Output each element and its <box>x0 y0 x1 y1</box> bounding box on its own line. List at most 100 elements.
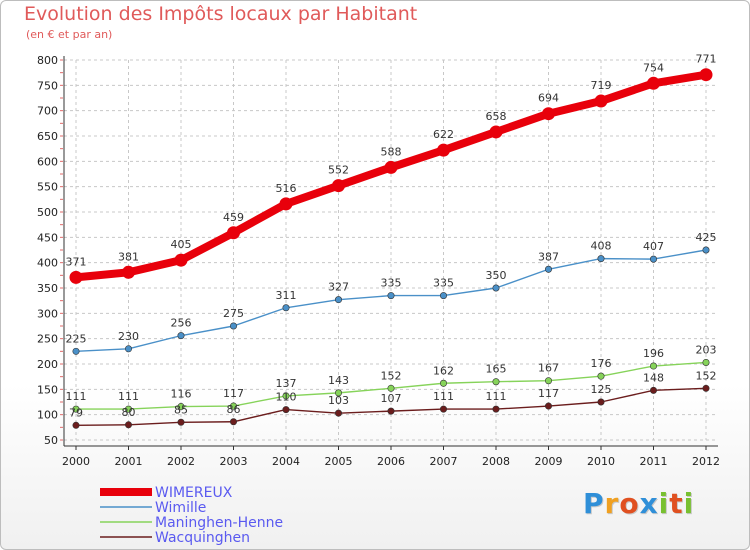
data-point <box>125 421 133 429</box>
x-tick-label: 2001 <box>115 455 143 468</box>
data-point <box>72 347 80 355</box>
data-point <box>439 405 447 413</box>
data-label: 117 <box>223 387 244 400</box>
data-point <box>279 197 293 211</box>
data-point <box>387 384 395 392</box>
data-point <box>492 405 500 413</box>
data-label: 387 <box>538 250 559 263</box>
x-tick-label: 2009 <box>535 455 563 468</box>
legend-label: Wimille <box>155 500 206 516</box>
data-point <box>72 405 80 413</box>
data-label: 516 <box>276 182 297 195</box>
data-label: 137 <box>276 377 297 390</box>
data-point <box>177 403 185 411</box>
chart-subtitle: (en € et par an) <box>26 28 113 41</box>
y-tick-label: 800 <box>37 54 58 67</box>
data-label: 771 <box>696 53 717 66</box>
data-point <box>544 265 552 273</box>
data-point <box>542 107 555 121</box>
data-point <box>334 409 342 417</box>
x-tick-label: 2011 <box>640 455 668 468</box>
data-point <box>125 405 133 413</box>
legend-label: Maninghen-Henne <box>155 515 283 531</box>
legend: WIMEREUXWimilleManinghen-HenneWacquinghe… <box>100 485 283 546</box>
data-label: 754 <box>643 61 664 74</box>
data-point <box>384 160 398 174</box>
x-tick-label: 2010 <box>587 455 615 468</box>
data-label: 125 <box>591 383 612 396</box>
data-point <box>597 398 605 406</box>
y-tick-label: 200 <box>37 358 58 371</box>
y-tick-label: 500 <box>37 206 58 219</box>
data-label: 167 <box>538 362 559 375</box>
data-point <box>387 292 395 300</box>
y-tick-label: 350 <box>37 282 58 295</box>
data-label: 371 <box>66 255 87 268</box>
data-label: 588 <box>381 145 402 158</box>
data-point <box>282 392 290 400</box>
data-label: 552 <box>328 164 349 177</box>
y-tick-label: 50 <box>44 434 58 447</box>
data-point <box>647 76 660 90</box>
data-label: 381 <box>118 250 139 263</box>
data-point <box>597 372 605 380</box>
data-point <box>439 292 447 300</box>
data-label: 107 <box>381 392 402 405</box>
data-label: 103 <box>328 394 349 407</box>
data-label: 335 <box>433 277 454 290</box>
x-tick-label: 2002 <box>167 455 195 468</box>
data-point <box>69 270 83 284</box>
data-point <box>492 378 500 386</box>
data-point <box>492 284 500 292</box>
data-point <box>230 322 238 330</box>
data-point <box>282 304 290 312</box>
proxiti-logo: Proxiti <box>583 487 694 520</box>
data-label: 622 <box>433 128 454 141</box>
logo-letter: i <box>658 487 670 520</box>
data-point <box>332 179 345 193</box>
data-label: 425 <box>696 231 717 244</box>
legend-label: WIMEREUX <box>155 485 233 501</box>
data-label: 459 <box>223 211 244 224</box>
data-point <box>439 379 447 387</box>
data-label: 176 <box>591 357 612 370</box>
data-label: 327 <box>328 281 349 294</box>
data-label: 275 <box>223 307 244 320</box>
data-label: 143 <box>328 374 349 387</box>
data-label: 152 <box>696 369 717 382</box>
data-point <box>437 143 450 157</box>
data-label: 408 <box>591 240 612 253</box>
data-point <box>597 255 605 263</box>
data-point <box>387 407 395 415</box>
data-point <box>702 358 710 366</box>
data-point <box>702 246 710 254</box>
x-tick-label: 2007 <box>430 455 458 468</box>
data-point <box>122 265 135 279</box>
data-label: 203 <box>696 343 717 356</box>
series-group <box>69 68 713 429</box>
data-point <box>230 418 238 426</box>
data-point <box>649 362 657 370</box>
data-point <box>227 226 240 240</box>
data-label: 79 <box>69 406 83 419</box>
x-tick-label: 2003 <box>220 455 248 468</box>
chart-title: Evolution des Impôts locaux par Habitant <box>24 3 418 25</box>
y-tick-label: 750 <box>37 79 58 92</box>
data-label: 111 <box>118 390 139 403</box>
data-point <box>702 384 710 392</box>
logo-letter: r <box>604 487 620 520</box>
data-point <box>544 402 552 410</box>
y-tick-label: 250 <box>37 333 58 346</box>
data-label: 116 <box>171 388 192 401</box>
data-label: 165 <box>486 363 507 376</box>
data-label: 311 <box>276 289 297 302</box>
data-label: 152 <box>381 369 402 382</box>
legend-label: Wacquinghen <box>155 530 250 546</box>
data-point <box>594 94 608 108</box>
x-tick-label: 2004 <box>272 455 300 468</box>
data-point <box>72 421 80 429</box>
data-label: 85 <box>174 403 188 416</box>
x-tick-label: 2012 <box>692 455 720 468</box>
data-label: 719 <box>591 79 612 92</box>
